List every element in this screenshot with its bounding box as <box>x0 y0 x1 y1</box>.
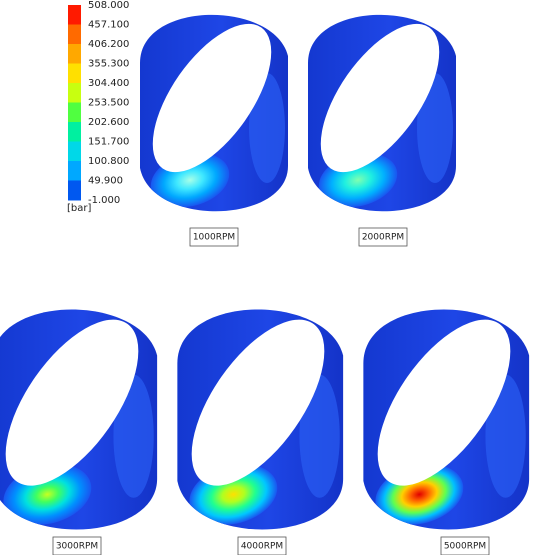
legend-label: 355.300 <box>88 59 129 70</box>
ring-bore <box>191 319 325 486</box>
legend-band <box>68 44 81 64</box>
bearing-ring <box>363 309 530 530</box>
legend-label: -1.000 <box>88 195 120 206</box>
bearing-ring <box>308 14 456 212</box>
caption-box <box>52 536 102 555</box>
legend-label: 406.200 <box>88 39 129 50</box>
legend-label: 508.000 <box>88 0 129 11</box>
legend-band <box>68 180 81 201</box>
legend-label: 100.800 <box>88 156 129 167</box>
caption-box <box>189 227 239 247</box>
bearing-ring <box>177 309 344 530</box>
light-region <box>417 73 453 183</box>
legend-band <box>68 122 81 142</box>
legend-band <box>68 161 81 181</box>
legend-band <box>68 24 81 45</box>
panel-caption: 2000RPM <box>362 233 404 243</box>
legend-band <box>68 141 81 162</box>
caption-box <box>237 536 287 555</box>
panel-caption: 3000RPM <box>56 542 98 552</box>
legend-band <box>68 102 81 123</box>
light-region <box>299 374 340 498</box>
legend-label: 49.900 <box>88 176 123 187</box>
ring-bore <box>152 23 272 173</box>
ring-bore <box>320 23 440 173</box>
legend-band <box>68 63 81 84</box>
legend-label: 304.400 <box>88 78 129 89</box>
ring-shading <box>3 374 154 525</box>
light-region <box>485 374 526 498</box>
legend-unit: [bar] <box>67 203 91 214</box>
bearing-ring <box>0 309 158 530</box>
panel-caption: 1000RPM <box>193 233 235 243</box>
caption-box <box>440 536 490 555</box>
panel-caption: 4000RPM <box>241 542 283 552</box>
legend-label: 253.500 <box>88 98 129 109</box>
ring-bore <box>5 319 139 486</box>
panel-caption: 5000RPM <box>444 542 486 552</box>
light-region <box>113 374 154 498</box>
legend-label: 151.700 <box>88 137 129 148</box>
light-region <box>249 73 285 183</box>
legend-band <box>68 83 81 103</box>
ring-bore <box>377 319 511 486</box>
legend-label: 202.600 <box>88 117 129 128</box>
caption-box <box>358 227 408 247</box>
bearing-ring <box>140 14 288 212</box>
legend-band <box>68 5 81 25</box>
legend-label: 457.100 <box>88 20 129 31</box>
